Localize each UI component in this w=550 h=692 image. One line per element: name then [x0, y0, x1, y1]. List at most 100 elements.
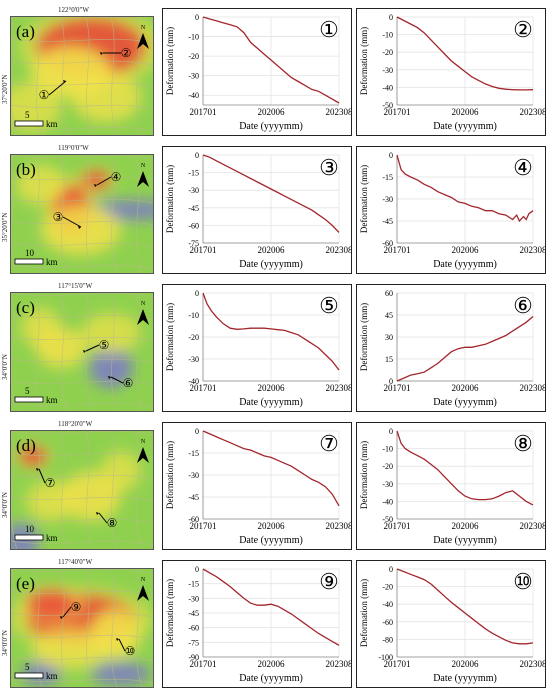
y-axis-label: Deformation (mm): [165, 303, 175, 371]
y-tick-label: 0: [389, 13, 393, 22]
arrow-head-icon: [100, 52, 103, 55]
subsidence-area: [71, 72, 141, 122]
map-panel: (b) N 10 km ③ ④: [10, 154, 154, 274]
map-longitude-label: 119°0'0"W: [58, 144, 89, 152]
uplift-area: [89, 348, 133, 388]
x-tick-label: 202006: [258, 383, 286, 393]
x-axis-label: Date (yyyymm): [239, 121, 303, 132]
map-roads: [11, 293, 153, 411]
point-marker: ⑥: [123, 376, 134, 390]
y-tick-label: 0: [195, 151, 199, 160]
deformation-line: [396, 430, 534, 506]
y-tick-label: -100: [378, 653, 393, 662]
x-tick-label: 202006: [452, 521, 480, 531]
x-tick-label: 202308: [326, 383, 352, 393]
y-tick-label: -10: [188, 33, 199, 42]
map-latitude-label: 37°20'0"N: [1, 74, 9, 104]
y-tick-label: -30: [382, 195, 393, 204]
north-arrow-icon: [137, 33, 149, 49]
y-tick-label: -30: [382, 480, 393, 489]
north-arrow-icon: [137, 447, 149, 463]
scale-unit: km: [46, 671, 58, 681]
point-id-label: ⑩: [513, 569, 533, 594]
point-marker: ②: [121, 46, 132, 60]
chart-panel: 0 15 30 45 60 201701 202006 202308 Date (yyyymm)…: [356, 284, 546, 412]
point-id-label: ⑥: [513, 293, 533, 318]
chart-panel: 0 -10 -20 -30 -40 -50 201701 202006 202308 Date (…: [356, 422, 546, 550]
y-tick-label: -60: [382, 618, 393, 627]
x-tick-label: 202006: [452, 659, 480, 669]
y-tick-label: 0: [195, 289, 199, 298]
point-marker: ⑤: [99, 338, 110, 352]
y-tick-label: -15: [188, 449, 199, 458]
deformation-line: [396, 568, 534, 645]
point-id-label: ③: [319, 155, 339, 180]
y-tick-label: -40: [382, 497, 393, 506]
subsidence-area: [31, 629, 111, 669]
map-latitude-label: 35°20'0"N: [1, 212, 9, 242]
arrow-head-icon: [96, 512, 99, 515]
map-roads: [11, 569, 153, 687]
x-tick-label: 201701: [384, 107, 411, 117]
y-tick-label: 0: [389, 377, 393, 386]
y-tick-label: -30: [188, 72, 199, 81]
y-tick-label: -15: [382, 173, 393, 182]
subsidence-area: [16, 165, 66, 205]
y-axis-label: Deformation (mm): [165, 27, 175, 95]
x-tick-label: 202006: [452, 107, 480, 117]
subsidence-area: [81, 313, 141, 353]
map-image: (c) N 5 km ⑤ ⑥: [11, 293, 153, 411]
y-tick-label: -30: [188, 355, 199, 364]
x-axis-label: Date (yyyymm): [433, 397, 497, 408]
subsidence-area: [21, 308, 61, 348]
point-id-label: ⑨: [319, 569, 339, 594]
subsidence-area: [19, 446, 47, 466]
y-tick-label: -60: [382, 239, 393, 248]
map-longitude-label: 117°40'0"W: [58, 558, 93, 566]
x-axis-label: Date (yyyymm): [433, 259, 497, 270]
y-axis-label: Deformation (mm): [359, 303, 369, 371]
scale-value: 5: [25, 386, 30, 396]
scale-bar: [14, 396, 44, 403]
y-tick-label: 0: [195, 427, 199, 436]
deformation-line: [202, 568, 340, 646]
x-tick-label: 201701: [190, 383, 217, 393]
y-tick-label: -15: [188, 580, 199, 589]
x-tick-label: 201701: [190, 245, 217, 255]
y-tick-label: 0: [389, 427, 393, 436]
map-latitude-label: 34°0'0"N: [1, 492, 9, 518]
x-tick-label: 202308: [520, 383, 546, 393]
point-id-label: ①: [319, 17, 339, 42]
arrow-head-icon: [63, 80, 66, 83]
point-id-label: ⑤: [319, 293, 339, 318]
x-tick-label: 202308: [520, 659, 546, 669]
y-tick-label: -40: [188, 91, 199, 100]
x-tick-label: 201701: [190, 521, 217, 531]
point-arrow: [62, 606, 72, 618]
y-axis-label: Deformation (mm): [165, 441, 175, 509]
map-roads: [11, 155, 153, 273]
point-marker: ⑦: [45, 476, 56, 490]
point-arrow: [85, 344, 100, 352]
map-panel: (a) N 5 km ① ②: [10, 16, 154, 136]
scale-value: 5: [25, 662, 30, 672]
y-axis-label: Deformation (mm): [165, 165, 175, 233]
x-tick-label: 202006: [452, 245, 480, 255]
y-tick-label: -20: [188, 333, 199, 342]
x-tick-label: 202308: [520, 521, 546, 531]
panel-letter: (c): [16, 298, 35, 317]
x-axis-label: Date (yyyymm): [239, 673, 303, 684]
chart-panel: 0 -10 -20 -30 -40 201701 202006 202308 Date (yyy…: [162, 8, 352, 136]
arrow-head-icon: [60, 616, 63, 619]
map-longitude-label: 118°20'0"W: [58, 420, 93, 428]
x-tick-label: 202006: [258, 107, 286, 117]
point-marker: ⑩: [125, 644, 136, 658]
y-tick-label: -60: [188, 221, 199, 230]
chart-panel: 0 -15 -30 -45 -60 201701 202006 202308 Date (yyy…: [356, 146, 546, 274]
x-tick-label: 201701: [384, 521, 411, 531]
x-tick-label: 202006: [258, 659, 286, 669]
chart-panel: 0 -10 -20 -30 -40 201701 202006 202308 Date (yyy…: [162, 284, 352, 412]
